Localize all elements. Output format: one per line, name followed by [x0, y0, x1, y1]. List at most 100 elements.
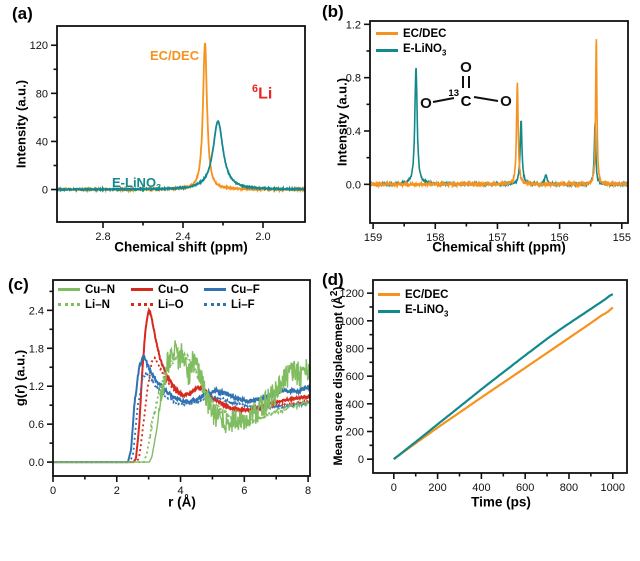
- legend-item-cu-f: Cu–F: [204, 284, 277, 296]
- legend-label-cu-f: Cu–F: [231, 283, 260, 296]
- legend-label-cu-o: Cu–O: [158, 283, 189, 296]
- cu-n-line-swatch: [58, 288, 80, 291]
- y-tick-label: 400: [346, 399, 364, 411]
- legend-label-cu-n: Cu–N: [85, 283, 116, 296]
- series-ec-dec: [370, 39, 628, 190]
- ecdec-line-swatch: [376, 32, 398, 35]
- x-tick-label: 0: [50, 485, 56, 497]
- x-tick-label: 2: [114, 485, 120, 497]
- panel-d-plot: 0 200 400 600 800 1000 0 200 400 600 800 1000 1200: [340, 279, 628, 494]
- legend-label-elino3-sub: 3: [441, 48, 447, 58]
- panel-c-y-axis-title: g(r) (a.u.): [12, 349, 28, 407]
- legend-label-elino3: E-LiNO3: [403, 43, 446, 57]
- x-tick-label: 8: [305, 485, 311, 497]
- cu-f-line-swatch: [204, 288, 226, 291]
- y-tick-label: 0.8: [346, 73, 361, 85]
- y-tick-label: 0.4: [346, 126, 361, 138]
- y-tick-label: 40: [36, 136, 48, 148]
- single-bond-right: [473, 96, 499, 102]
- x-tick-label: 159: [364, 232, 382, 244]
- y-tick-label: 80: [36, 88, 48, 100]
- x-tick-label: 1000: [601, 482, 625, 494]
- legend-item-ecdec: EC/DEC: [376, 25, 446, 42]
- plot-frame: [56, 25, 306, 223]
- single-bond-left: [432, 97, 455, 103]
- x-tick-label: 156: [550, 232, 568, 244]
- panel-b: 159 158 157 156 155 0.0 0.4 0.8 1.2 (b) Intensit…: [320, 0, 640, 270]
- annotation-elino3-sub: 3: [156, 182, 161, 193]
- y-tick-label: 0.0: [29, 457, 44, 469]
- li-o-line-swatch: [131, 303, 153, 306]
- carbonate-structure: O 13 C O O: [420, 59, 512, 112]
- legend-item-li-n: Li–N: [58, 299, 131, 311]
- series-cu-n: [53, 340, 310, 463]
- legend-label-elino3-main: E-LiNO: [403, 43, 442, 56]
- y-tick-label: 600: [346, 371, 364, 383]
- panel-c-label: (c): [8, 275, 29, 294]
- y-tick-label: 2.4: [29, 305, 44, 317]
- panel-a-y-axis-title: Intensity (a.u.): [13, 79, 29, 169]
- plot-frame: [369, 20, 629, 224]
- legend-item-li-f: Li–F: [204, 299, 277, 311]
- y-tick-label: 1.2: [346, 19, 361, 31]
- legend-label-li-n: Li–N: [85, 298, 110, 311]
- y-tick-label: 1.8: [29, 343, 44, 355]
- panel-c: 0 2 4 6 8 0.0 0.6 1.2 1.8 2.4 (c) g(r) (a.u.) r (…: [0, 270, 320, 561]
- annotation-li6: 6Li: [252, 83, 272, 103]
- x-tick-label: 4: [177, 485, 183, 497]
- panel-d-y-axis-title: Mean square displacement (Å2): [329, 287, 345, 466]
- y-tick-label: 0: [358, 454, 364, 466]
- legend-item-elino3: E-LiNO3: [376, 42, 446, 59]
- panel-b-y-axis-title: Intensity (a.u.): [334, 77, 350, 167]
- legend-label-li-f: Li–F: [231, 298, 255, 311]
- series-cu-f: [53, 354, 310, 464]
- panel-d-label: (d): [322, 270, 344, 289]
- y-tick-label: 120: [30, 40, 48, 52]
- annotation-ecdec: EC/DEC: [150, 48, 200, 63]
- legend-row-li: Li–N Li–O Li–F: [58, 297, 277, 312]
- panel-c-plot: 0 2 4 6 8 0.0 0.6 1.2 1.8 2.4: [29, 279, 311, 497]
- panel-a-x-axis-title: Chemical shift (ppm): [114, 239, 248, 255]
- panel-c-legend: Cu–N Cu–O Cu–F Li–N Li–O Li–F: [58, 282, 277, 312]
- x-tick-label: 157: [488, 232, 506, 244]
- li-f-line-swatch: [204, 303, 226, 306]
- legend-label-ecdec: EC/DEC: [405, 288, 449, 301]
- molecule-o-top: O: [460, 59, 472, 76]
- panel-d: 0 200 400 600 800 1000 0 200 400 600 800 1000 1200 (…: [320, 270, 640, 561]
- legend-item-cu-o: Cu–O: [131, 284, 204, 296]
- panel-d-legend: EC/DEC E-LiNO3: [378, 286, 448, 320]
- molecule-c13-superscript: 13: [448, 88, 459, 99]
- li-n-line-swatch: [58, 303, 80, 306]
- legend-label-elino3-sub: 3: [443, 309, 449, 319]
- y-tick-label: 0: [42, 185, 48, 197]
- x-tick-label: 6: [241, 485, 247, 497]
- panel-d-ylabel-sup: 2: [329, 290, 340, 297]
- legend-row-cu: Cu–N Cu–O Cu–F: [58, 282, 277, 297]
- annotation-elino3-main: E-LiNO: [112, 175, 157, 190]
- panel-c-x-axis-title: r (Å): [168, 494, 196, 510]
- y-tick-label: 200: [346, 426, 364, 438]
- panel-b-legend: EC/DEC E-LiNO3: [376, 25, 446, 59]
- panel-b-x-axis-title: Chemical shift (ppm): [432, 239, 566, 255]
- panel-a: 2.8 2.4 2.0 0 40 80 120 (a) Intensity (a.u.) C…: [0, 0, 320, 270]
- series-li-f: [53, 369, 310, 463]
- series-ec-dec: [393, 306, 614, 461]
- panel-d-x-axis-title: Time (ps): [471, 494, 531, 510]
- series-cu-o: [53, 306, 310, 464]
- panel-d-ylabel-main: Mean square displacement (Å: [331, 296, 345, 466]
- molecule-o-left: O: [420, 95, 432, 112]
- plot-frame: [52, 279, 311, 477]
- elino3-line-swatch: [378, 310, 400, 313]
- x-tick-label: 2.0: [255, 231, 270, 243]
- x-tick-label: 600: [516, 482, 534, 494]
- annotation-li6-sup: 6: [252, 83, 259, 95]
- x-tick-label: 2.4: [175, 231, 190, 243]
- x-tick-label: 155: [613, 232, 631, 244]
- y-tick-label: 0.0: [346, 179, 361, 191]
- legend-label-elino3-main: E-LiNO: [405, 304, 444, 317]
- legend-item-cu-n: Cu–N: [58, 284, 131, 296]
- y-tick-label: 1200: [340, 288, 364, 300]
- series-li-o: [53, 356, 310, 463]
- panel-b-plot: 159 158 157 156 155 0.0 0.4 0.8 1.2: [346, 19, 631, 244]
